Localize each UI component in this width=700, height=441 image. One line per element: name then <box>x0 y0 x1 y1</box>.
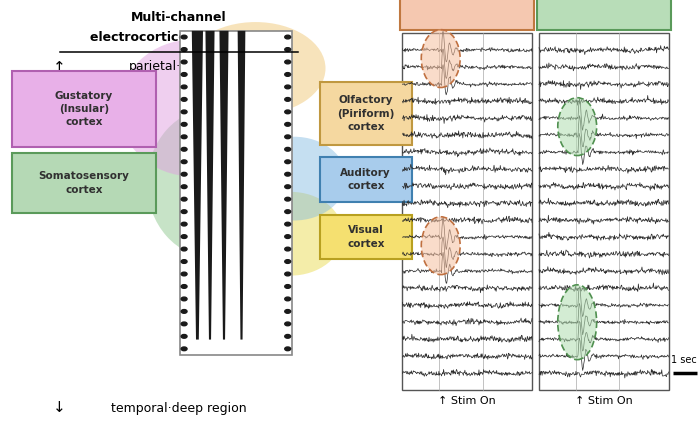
Text: parietal·midline: parietal·midline <box>130 60 228 72</box>
Circle shape <box>181 85 187 89</box>
Text: Somatosensory
Stim: Somatosensory Stim <box>556 0 652 12</box>
Circle shape <box>181 260 187 263</box>
Text: Somatosensory
cortex: Somatosensory cortex <box>38 172 130 194</box>
Ellipse shape <box>241 137 346 220</box>
Circle shape <box>181 123 187 126</box>
Circle shape <box>285 123 290 126</box>
Circle shape <box>285 185 290 189</box>
Circle shape <box>285 210 290 213</box>
Ellipse shape <box>421 217 460 275</box>
Circle shape <box>285 272 290 276</box>
Polygon shape <box>237 31 245 340</box>
Text: temporal·deep region: temporal·deep region <box>111 402 246 415</box>
Bar <box>402 33 532 390</box>
Circle shape <box>181 35 187 39</box>
Circle shape <box>181 297 187 301</box>
Text: Auditory
cortex: Auditory cortex <box>340 168 391 191</box>
Circle shape <box>181 347 187 351</box>
Ellipse shape <box>558 285 596 360</box>
Polygon shape <box>220 31 228 340</box>
FancyBboxPatch shape <box>400 0 534 30</box>
Circle shape <box>285 73 290 76</box>
Circle shape <box>181 222 187 226</box>
Polygon shape <box>192 31 203 340</box>
Circle shape <box>181 97 187 101</box>
Circle shape <box>285 160 290 164</box>
Ellipse shape <box>119 40 266 176</box>
Text: ↑ Stim On: ↑ Stim On <box>438 396 496 406</box>
Circle shape <box>181 135 187 138</box>
Circle shape <box>285 85 290 89</box>
Text: ↑: ↑ <box>53 60 66 75</box>
Circle shape <box>181 235 187 239</box>
Bar <box>180 31 292 355</box>
Circle shape <box>285 322 290 326</box>
Text: 1 sec: 1 sec <box>671 355 697 365</box>
Text: Visual
cortex: Visual cortex <box>347 225 384 249</box>
Text: Olfactory
Stim: Olfactory Stim <box>438 0 496 12</box>
Circle shape <box>181 247 187 251</box>
FancyBboxPatch shape <box>320 157 412 202</box>
Circle shape <box>285 297 290 301</box>
Circle shape <box>285 110 290 114</box>
Circle shape <box>285 222 290 226</box>
Circle shape <box>285 135 290 138</box>
Circle shape <box>285 347 290 351</box>
Circle shape <box>181 284 187 288</box>
FancyBboxPatch shape <box>12 71 156 147</box>
Circle shape <box>181 48 187 51</box>
Ellipse shape <box>558 98 596 156</box>
FancyBboxPatch shape <box>537 0 671 30</box>
Circle shape <box>181 335 187 338</box>
Circle shape <box>181 310 187 313</box>
Circle shape <box>181 197 187 201</box>
Ellipse shape <box>147 108 280 258</box>
Circle shape <box>181 322 187 326</box>
Text: electrocorticography film: electrocorticography film <box>90 31 267 44</box>
Text: Gustatory
(Insular)
cortex: Gustatory (Insular) cortex <box>55 91 113 127</box>
Circle shape <box>181 110 187 114</box>
Circle shape <box>181 172 187 176</box>
Circle shape <box>181 272 187 276</box>
Circle shape <box>181 147 187 151</box>
Circle shape <box>285 310 290 313</box>
Circle shape <box>181 73 187 76</box>
Circle shape <box>181 160 187 164</box>
Circle shape <box>285 335 290 338</box>
Circle shape <box>285 197 290 201</box>
Text: ↑ Stim On: ↑ Stim On <box>575 396 633 406</box>
Circle shape <box>181 185 187 189</box>
FancyBboxPatch shape <box>12 153 156 213</box>
Circle shape <box>285 60 290 64</box>
Circle shape <box>285 35 290 39</box>
Circle shape <box>285 247 290 251</box>
Text: Olfactory
(Piriform)
cortex: Olfactory (Piriform) cortex <box>337 95 394 132</box>
FancyBboxPatch shape <box>320 215 412 259</box>
Ellipse shape <box>421 30 460 87</box>
Circle shape <box>285 172 290 176</box>
Circle shape <box>285 97 290 101</box>
Ellipse shape <box>186 22 326 115</box>
Circle shape <box>285 284 290 288</box>
FancyBboxPatch shape <box>320 82 412 145</box>
Bar <box>539 33 668 390</box>
Circle shape <box>285 48 290 51</box>
Circle shape <box>181 60 187 64</box>
Circle shape <box>181 210 187 213</box>
Text: Multi-channel: Multi-channel <box>131 11 226 24</box>
Circle shape <box>285 260 290 263</box>
Text: ↓: ↓ <box>53 400 66 415</box>
Polygon shape <box>206 31 214 340</box>
Circle shape <box>285 235 290 239</box>
Circle shape <box>285 147 290 151</box>
Ellipse shape <box>238 192 343 276</box>
